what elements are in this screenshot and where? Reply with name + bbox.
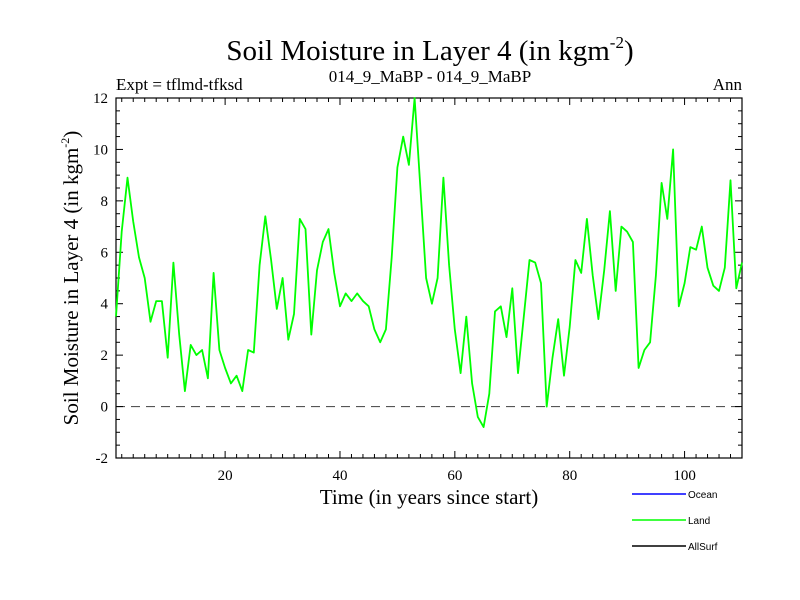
y-tick-label: 8 (101, 194, 109, 210)
x-tick-label: 40 (332, 468, 347, 484)
x-tick-label: 80 (562, 468, 577, 484)
x-tick-label: 20 (218, 468, 233, 484)
land-series-line (115, 97, 743, 429)
legend: Ocean Land AllSurf (632, 490, 718, 553)
legend-label-allsurf: AllSurf (688, 542, 718, 553)
legend-label-land: Land (688, 516, 710, 527)
axis-ticks (116, 97, 743, 459)
y-tick-label: 10 (93, 142, 108, 158)
y-tick-label: 12 (93, 91, 108, 107)
y-tick-label: 2 (101, 348, 109, 364)
x-axis-label: Time (in years since start) (320, 485, 539, 509)
y-tick-label: -2 (96, 451, 109, 467)
season-label: Ann (713, 75, 743, 94)
chart-title: Soil Moisture in Layer 4 (in kgm-2) (226, 33, 633, 67)
y-axis-label: Soil Moisture in Layer 4 (in kgm-2) (58, 131, 83, 426)
experiment-label: Expt = tflmd-tfksd (116, 75, 243, 94)
x-tick-label: 60 (447, 468, 462, 484)
y-tick-label: 6 (101, 245, 109, 261)
x-tick-label: 100 (673, 468, 696, 484)
legend-label-ocean: Ocean (688, 490, 717, 501)
y-tick-label: 0 (101, 400, 109, 416)
y-tick-label: 4 (101, 297, 109, 313)
plot-frame (115, 97, 743, 459)
period-label: 014_9_MaBP - 014_9_MaBP (329, 67, 531, 86)
axis-tick-labels: -2 0 2 4 6 8 10 12 20 40 60 80 100 (93, 91, 696, 484)
